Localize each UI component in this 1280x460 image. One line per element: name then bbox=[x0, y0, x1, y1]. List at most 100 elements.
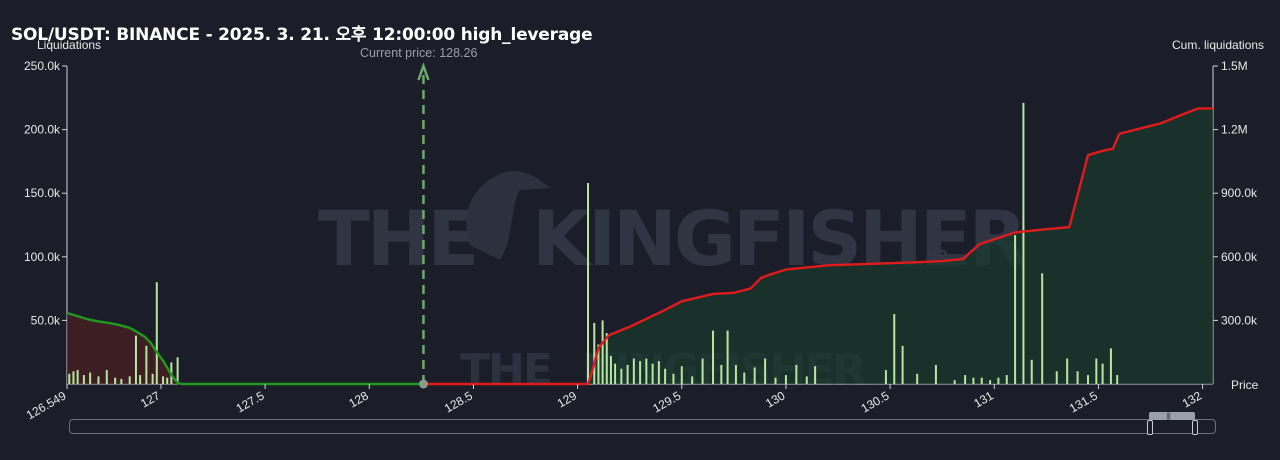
liquidation-bar bbox=[795, 364, 798, 384]
current-price-label: Current price: 128.26 bbox=[360, 46, 478, 60]
y-right-tick-label: 1.2M bbox=[1221, 123, 1248, 137]
liquidation-bar bbox=[639, 361, 642, 384]
liquidation-bar bbox=[151, 373, 154, 384]
liquidation-bar bbox=[601, 320, 604, 384]
y-right-tick-label: 300.0k bbox=[1221, 313, 1258, 327]
y-left-tick-label: 100.0k bbox=[24, 250, 61, 264]
liquidation-bar bbox=[805, 376, 808, 384]
liquidation-bar bbox=[162, 376, 165, 384]
liquidation-bar bbox=[1101, 363, 1104, 384]
liquidation-bar bbox=[76, 370, 79, 384]
x-tick-label: 132 bbox=[1180, 388, 1205, 410]
liquidation-bar bbox=[587, 183, 590, 384]
range-handle-left[interactable] bbox=[1147, 420, 1153, 435]
liquidation-bar bbox=[120, 378, 123, 384]
liquidation-bar bbox=[953, 380, 956, 384]
liquidation-bar bbox=[893, 314, 896, 384]
current-price-arrow-icon bbox=[417, 62, 430, 81]
liquidation-bar bbox=[720, 364, 723, 384]
x-tick-label: 127.5 bbox=[234, 388, 267, 415]
liquidation-bar bbox=[89, 372, 92, 384]
liquidation-bar bbox=[784, 375, 787, 384]
liquidation-bar bbox=[1087, 375, 1090, 384]
liquidation-bar bbox=[128, 376, 131, 384]
liquidation-bar bbox=[664, 368, 667, 384]
liquidation-bar bbox=[614, 363, 617, 384]
x-tick-label: 131.5 bbox=[1067, 388, 1100, 415]
long-cumulative-line bbox=[66, 311, 424, 386]
y-left-tick-label: 150.0k bbox=[24, 186, 61, 200]
x-tick-label: 128 bbox=[346, 388, 371, 410]
liquidation-bar bbox=[1055, 371, 1058, 384]
liquidation-bar bbox=[626, 364, 629, 384]
liquidation-bar bbox=[134, 335, 137, 384]
liquidation-bar bbox=[814, 366, 817, 384]
chart-title: SOL/USDT: BINANCE - 2025. 3. 21. 오후 12:0… bbox=[11, 25, 593, 45]
liquidation-bar bbox=[176, 357, 179, 384]
x-tick-label: 127 bbox=[138, 388, 163, 410]
liquidation-bar bbox=[901, 345, 904, 384]
liquidation-bar bbox=[1022, 102, 1025, 384]
x-tick-label: 126.549 bbox=[24, 388, 69, 422]
liquidation-bar bbox=[155, 282, 158, 384]
liquidation-bar bbox=[1076, 371, 1079, 384]
liquidation-bar bbox=[645, 358, 648, 384]
liquidation-bar bbox=[753, 367, 756, 384]
liquidation-bar bbox=[605, 333, 608, 384]
liquidation-bar bbox=[1041, 273, 1044, 384]
y-right-tick-label: 600.0k bbox=[1221, 250, 1258, 264]
liquidation-bar bbox=[1109, 348, 1112, 384]
liquidation-bar bbox=[764, 358, 767, 384]
liquidation-bar bbox=[774, 377, 777, 384]
liquidation-bar bbox=[964, 375, 967, 384]
liquidation-bar bbox=[1005, 375, 1008, 384]
liquidation-bar bbox=[734, 364, 737, 384]
range-scroll-thumb[interactable] bbox=[1149, 412, 1195, 420]
liquidation-bar bbox=[743, 372, 746, 384]
y-right-tick-label: 900.0k bbox=[1221, 186, 1258, 200]
liquidation-bar bbox=[166, 377, 169, 384]
kingfisher-bird-icon bbox=[466, 170, 550, 260]
liquidation-bar bbox=[72, 371, 75, 384]
liquidation-bar bbox=[997, 377, 1000, 384]
long-cumulative-area bbox=[67, 312, 424, 384]
y-left-tick-label: 200.0k bbox=[24, 123, 61, 137]
liquidation-bar bbox=[1014, 235, 1017, 384]
current-price-marker bbox=[418, 379, 428, 389]
y-left-tick-label: 250.0k bbox=[24, 59, 61, 73]
x-axis-title: Price bbox=[1231, 378, 1259, 392]
liquidation-bar bbox=[609, 356, 612, 384]
liquidation-bar bbox=[139, 375, 142, 384]
liquidation-bar bbox=[1066, 358, 1069, 384]
liquidation-bar bbox=[620, 368, 623, 384]
liquidation-bar bbox=[68, 373, 71, 384]
liquidation-bar bbox=[597, 344, 600, 384]
left-axis-title: Liquidations bbox=[37, 38, 102, 52]
liquidation-bar bbox=[657, 361, 660, 384]
y-left-tick-label: 50.0k bbox=[31, 313, 61, 327]
short-cumulative-line bbox=[423, 107, 1213, 386]
x-tick-label: 129 bbox=[555, 388, 580, 410]
liquidation-bar bbox=[1095, 358, 1098, 384]
liquidation-bar bbox=[105, 370, 108, 384]
liquidation-bar bbox=[114, 377, 117, 384]
liquidation-bar bbox=[934, 364, 937, 384]
watermark-large: THE bbox=[318, 194, 476, 283]
liquidation-bar bbox=[1116, 375, 1119, 384]
liquidation-bar bbox=[691, 376, 694, 384]
liquidation-bar bbox=[726, 330, 729, 384]
liquidation-bar bbox=[145, 345, 148, 384]
liquidation-bar bbox=[972, 377, 975, 384]
range-scrollbar[interactable] bbox=[69, 419, 1216, 434]
liquidation-bar bbox=[593, 322, 596, 384]
y-right-tick-label: 1.5M bbox=[1221, 59, 1248, 73]
liquidation-bar bbox=[680, 366, 683, 384]
liquidation-bar bbox=[651, 363, 654, 384]
range-handle-right[interactable] bbox=[1192, 420, 1198, 435]
liquidation-bar bbox=[712, 330, 715, 384]
liquidation-bar bbox=[1030, 359, 1033, 384]
liquidation-bar bbox=[632, 358, 635, 384]
liquidation-bar bbox=[672, 373, 675, 384]
x-tick-label: 131 bbox=[971, 388, 996, 410]
